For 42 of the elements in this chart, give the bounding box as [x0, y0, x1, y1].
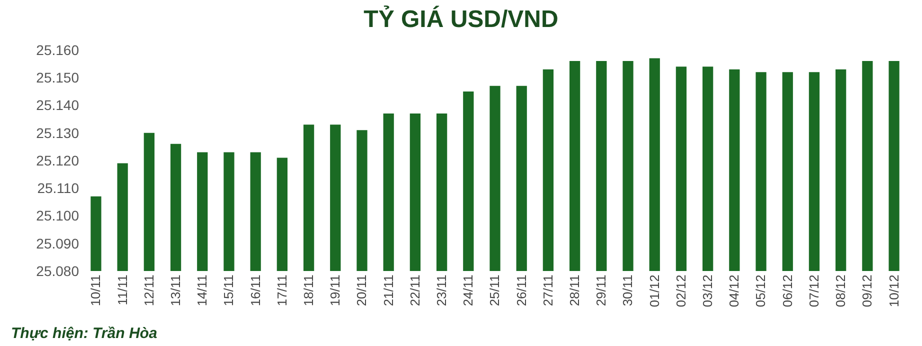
x-tick-label: 20/11 [354, 274, 370, 306]
x-tick-label: 10/11 [88, 274, 104, 306]
x-tick-label: 23/11 [434, 274, 450, 306]
x-tick-label: 02/12 [673, 274, 688, 308]
x-tick-label: 07/12 [806, 274, 822, 308]
y-tick-label: 25.110 [37, 180, 80, 196]
x-tick-label: 05/12 [753, 274, 768, 308]
y-tick-label: 25.100 [36, 208, 80, 224]
x-tick-label: 18/11 [301, 274, 316, 306]
x-tick-label: 06/12 [780, 274, 795, 308]
y-tick-label: 25.160 [36, 42, 80, 58]
x-tick-label: 25/11 [487, 274, 502, 306]
x-tick-label: 26/11 [514, 274, 529, 306]
x-tick-label: 03/12 [700, 274, 716, 308]
y-tick-label: 25.130 [36, 124, 80, 141]
chart-title: TỶ GIÁ USD/VND [364, 5, 558, 34]
y-tick-label: 25.090 [36, 235, 80, 252]
x-tick-label: 15/11 [221, 274, 236, 306]
y-tick-label: 25.150 [36, 70, 80, 86]
x-tick-label: 11/11 [114, 274, 130, 306]
x-tick-label: 22/11 [407, 274, 422, 306]
x-tick-label: 09/12 [860, 274, 875, 308]
x-tick-label: 19/11 [328, 274, 343, 306]
y-tick-label: 25.080 [36, 262, 80, 279]
x-tick-label: 21/11 [380, 274, 396, 306]
y-tick-label: 25.120 [36, 152, 80, 168]
x-tick-label: 24/11 [460, 274, 476, 306]
x-tick-label: 17/11 [274, 274, 290, 306]
x-tick-label: 04/12 [726, 274, 742, 308]
x-tick-label: 14/11 [194, 274, 210, 306]
text: Thực hiện: Trần Hòa [11, 325, 158, 342]
x-tick-label: 16/11 [248, 274, 263, 306]
x-tick-label: 12/11 [141, 274, 156, 306]
x-tick-label: 10/12 [886, 274, 902, 308]
x-tick-label: 30/11 [620, 274, 636, 306]
x-tick-label: 08/12 [833, 274, 848, 308]
x-tick-label: 27/11 [540, 274, 556, 306]
x-tick-label: 01/12 [646, 274, 662, 308]
x-tick-label: 29/11 [594, 274, 609, 306]
x-tick-label: 28/11 [567, 274, 582, 306]
y-tick-label: 25.140 [36, 97, 80, 114]
x-tick-label: 13/11 [168, 274, 183, 306]
